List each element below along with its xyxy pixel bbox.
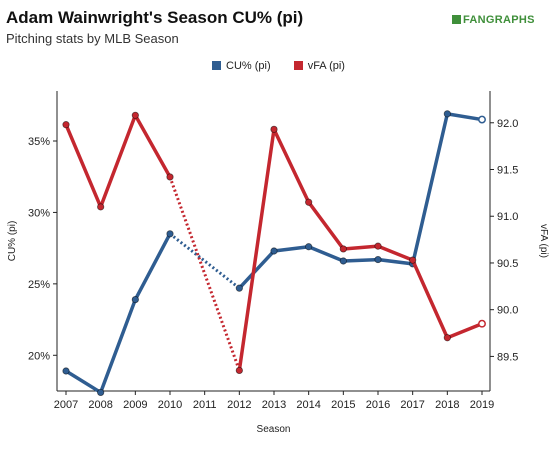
x-axis-title: Season	[257, 424, 291, 435]
series-vfa-point	[374, 242, 382, 250]
x-tick-label: 2015	[331, 399, 355, 411]
x-tick-label: 2014	[296, 399, 320, 411]
legend-item-cu[interactable]: CU% (pi)	[212, 60, 271, 72]
left-tick-label: 25%	[28, 279, 50, 291]
x-tick-label: 2008	[88, 399, 112, 411]
series-vfa-point	[97, 203, 105, 211]
x-tick-label: 2019	[470, 399, 494, 411]
fangraphs-logo[interactable]: FANGRAPHS	[452, 14, 535, 26]
x-tick-label: 2018	[435, 399, 459, 411]
series-cu-gap-segment	[169, 232, 241, 290]
series-cu-point	[339, 257, 347, 265]
series-vfa-segment	[341, 244, 380, 251]
series-cu-segment	[376, 257, 415, 266]
series-vfa-point	[62, 121, 70, 129]
series-vfa-segment	[410, 258, 450, 340]
series-cu-segment	[133, 232, 172, 302]
right-tick-label: 91.0	[497, 211, 518, 223]
series-cu-point	[305, 243, 313, 251]
series-vfa-segment	[272, 127, 311, 204]
left-tick-label: 30%	[28, 207, 50, 219]
x-tick-label: 2011	[193, 399, 217, 411]
series-vfa-point	[305, 198, 313, 206]
series-cu-point	[131, 295, 139, 304]
series-vfa-gap-segment	[168, 176, 241, 371]
right-tick-label: 89.5	[497, 351, 518, 363]
legend-swatch-vfa	[293, 61, 303, 70]
series-cu-point	[62, 367, 70, 375]
x-tick-label: 2010	[158, 399, 182, 411]
right-tick-label: 90.5	[497, 258, 518, 270]
logo-mark-icon	[452, 15, 461, 24]
series-cu-point	[270, 247, 278, 255]
right-tick-label: 91.5	[497, 165, 518, 177]
left-tick-label: 20%	[28, 350, 50, 362]
right-tick-label: 92.0	[497, 118, 518, 130]
series-cu-point	[478, 115, 486, 124]
series-cu-point	[443, 110, 451, 118]
x-tick-label: 2007	[54, 399, 78, 411]
series-vfa-point	[166, 173, 174, 181]
left-tick-label: 35%	[28, 136, 50, 148]
series-cu-segment	[237, 249, 276, 290]
left-axis-title: CU% (pi)	[7, 221, 18, 262]
series-vfa-point	[339, 245, 347, 253]
legend-label-cu: CU% (pi)	[226, 60, 271, 72]
chart-legend: CU% (pi) vFA (pi)	[0, 60, 557, 72]
series-vfa-segment	[64, 122, 103, 209]
series-cu-point	[374, 255, 382, 264]
series-vfa-segment	[445, 321, 484, 340]
logo-text: FANGRAPHS	[463, 14, 535, 26]
series-vfa-point	[131, 111, 139, 119]
series-vfa-segment	[237, 127, 276, 373]
series-vfa-point	[235, 366, 243, 375]
series-vfa-point	[443, 334, 451, 342]
x-tick-label: 2012	[227, 399, 251, 411]
series-vfa-segment	[133, 113, 172, 179]
legend-swatch-cu	[212, 61, 221, 70]
series-vfa-segment	[306, 200, 346, 251]
series-cu-segment	[98, 297, 138, 395]
series-cu-point	[235, 284, 243, 292]
x-tick-label: 2013	[262, 399, 286, 411]
chart-subtitle: Pitching stats by MLB Season	[6, 31, 179, 46]
series-vfa-point	[478, 319, 486, 328]
series-vfa-segment	[376, 244, 415, 262]
x-tick-label: 2016	[366, 399, 390, 411]
series-cu-segment	[306, 244, 346, 263]
series-cu-point	[166, 230, 174, 238]
series-cu-segment	[445, 112, 484, 122]
right-tick-label: 90.0	[497, 305, 518, 317]
series-cu-segment	[410, 112, 450, 266]
x-tick-label: 2017	[400, 399, 424, 411]
chart-title: Adam Wainwright's Season CU% (pi)	[6, 8, 304, 27]
series-cu-segment	[341, 257, 380, 263]
series-cu-segment	[272, 244, 311, 253]
series-vfa-segment	[98, 113, 138, 209]
series-cu-segment	[64, 369, 103, 395]
series-vfa-point	[409, 256, 417, 264]
right-axis-title: vFA (pi)	[538, 224, 549, 258]
legend-item-vfa[interactable]: vFA (pi)	[293, 60, 345, 72]
series-vfa-point	[270, 125, 278, 133]
series-cu-point	[97, 388, 105, 397]
x-tick-label: 2009	[123, 399, 147, 411]
legend-label-vfa: vFA (pi)	[307, 60, 345, 72]
